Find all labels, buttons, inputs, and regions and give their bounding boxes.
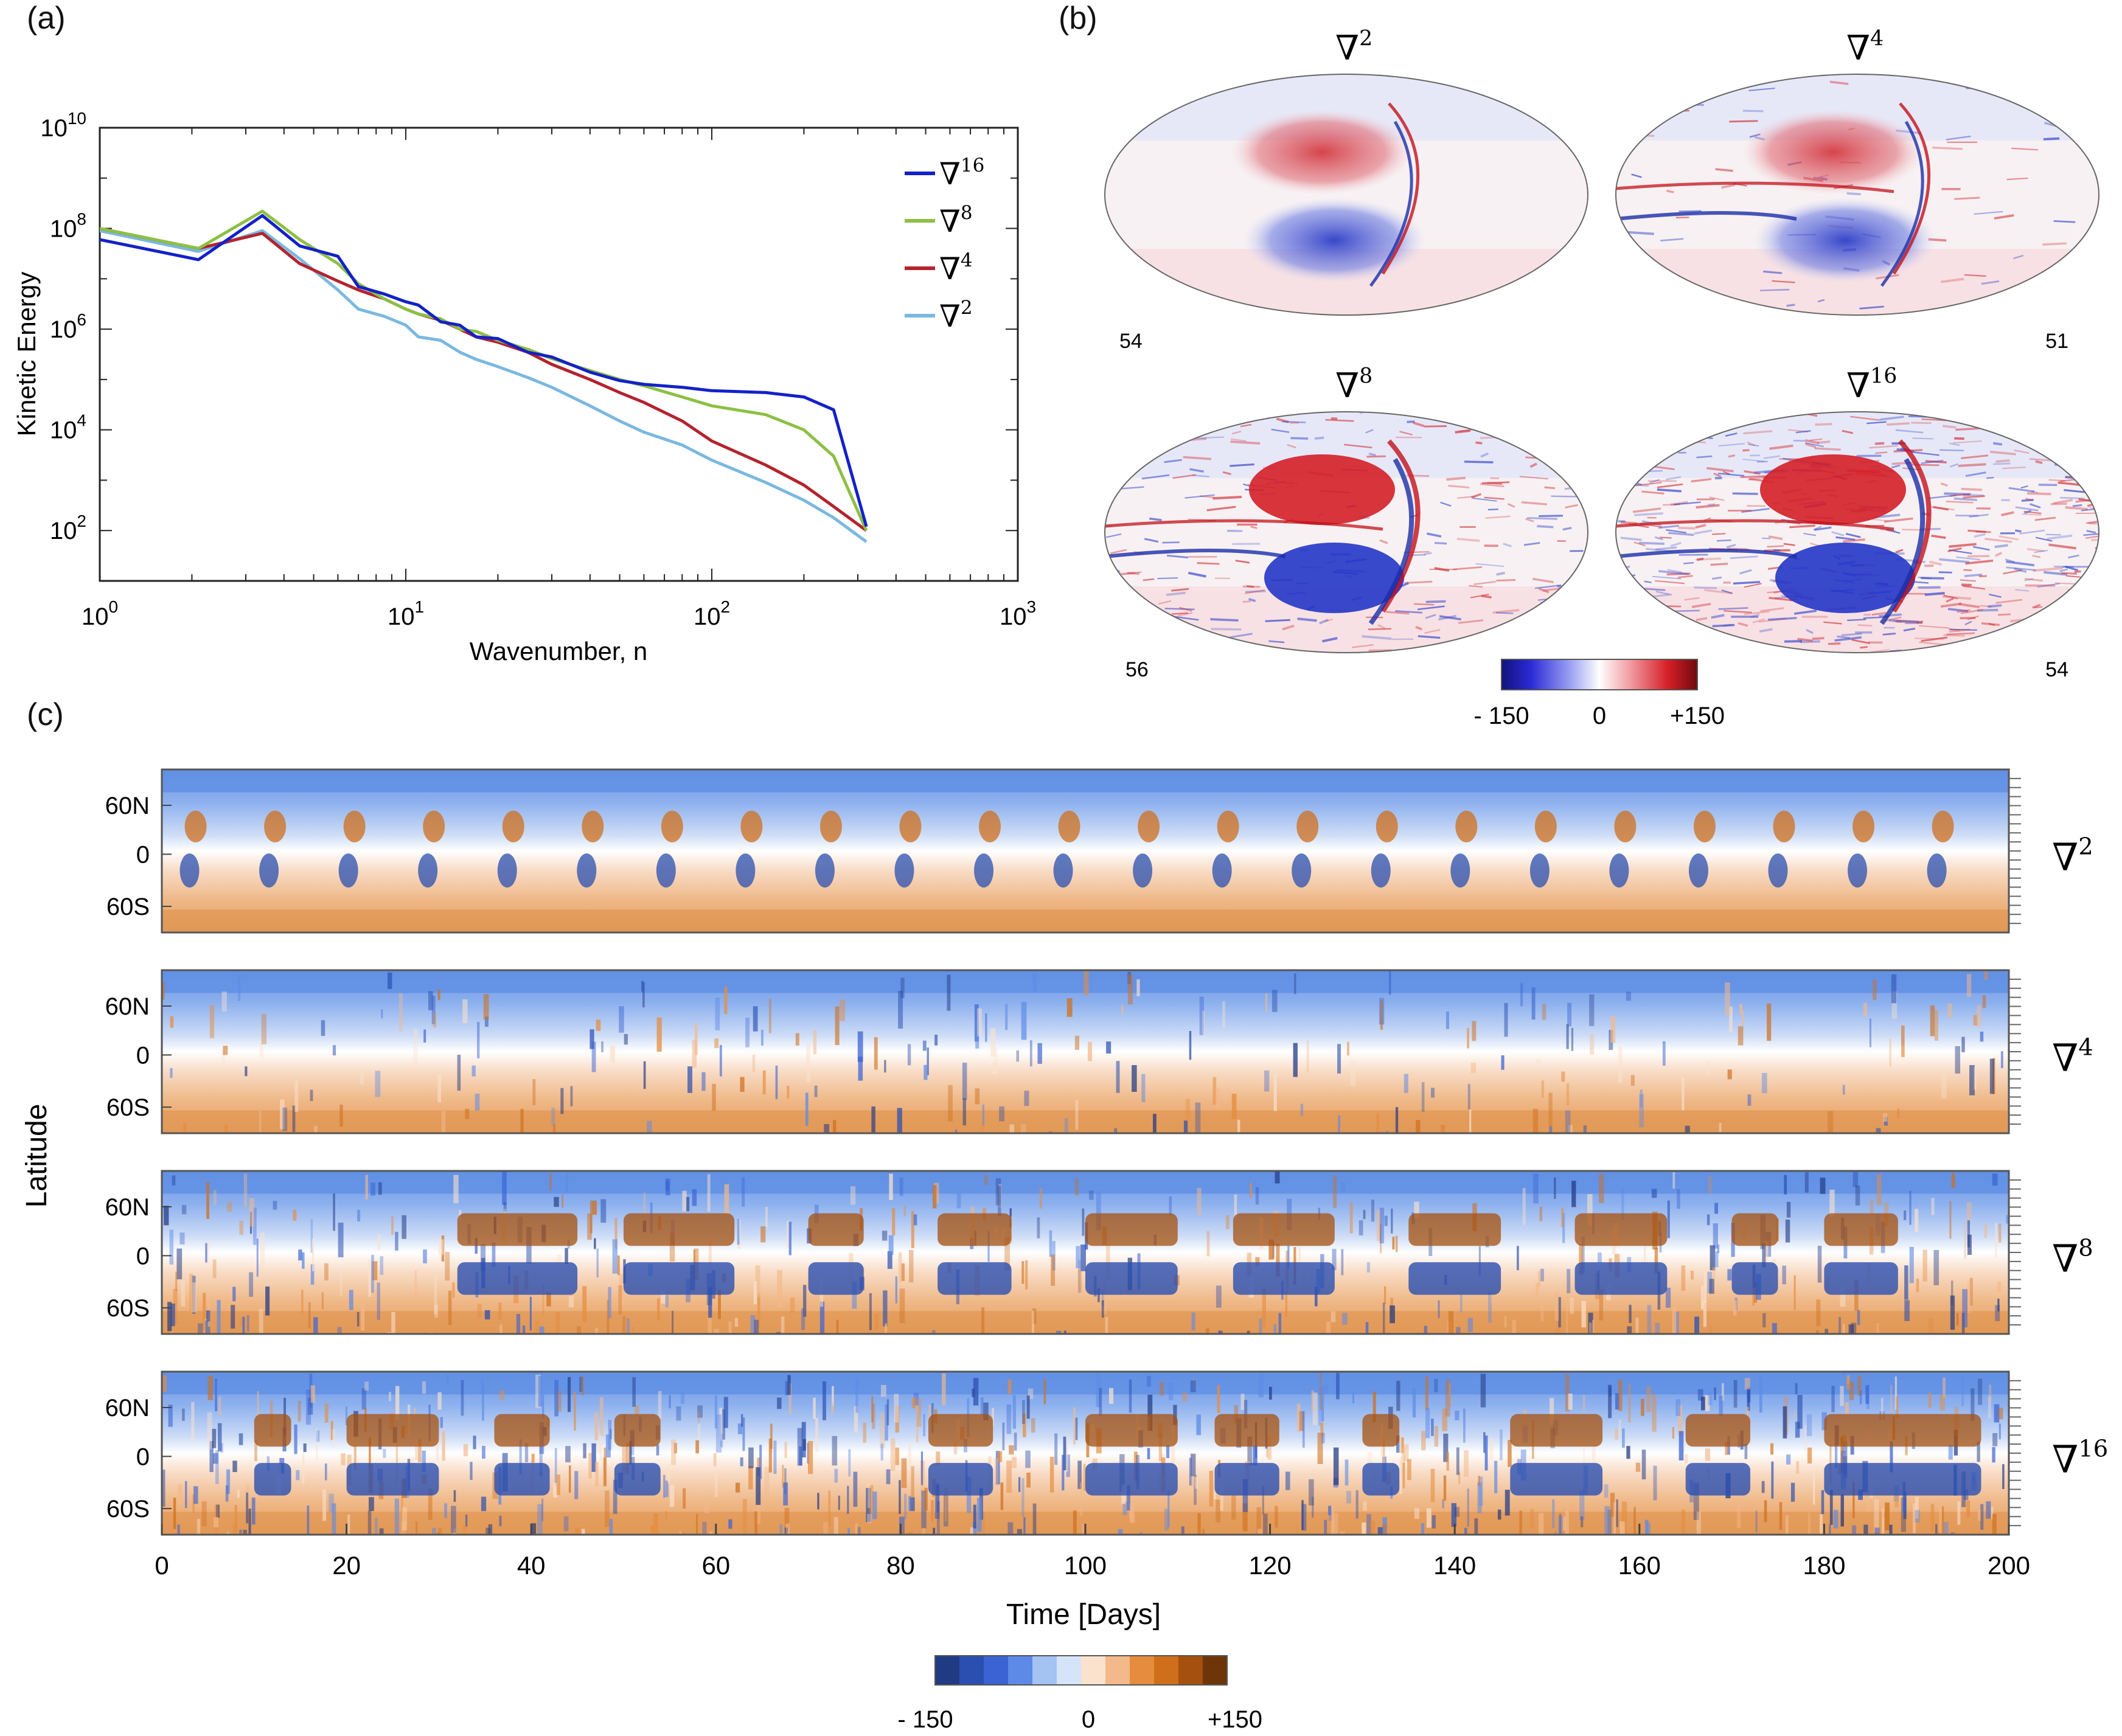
series-line-4	[100, 227, 868, 532]
lat-tick-label: 0	[136, 1042, 150, 1069]
series-line-8	[100, 209, 868, 532]
lat-tick-label: 0	[136, 1243, 150, 1269]
time-tick-label: 160	[1618, 1551, 1661, 1580]
series-line-2	[100, 229, 868, 543]
y-tick-label: 102	[50, 512, 86, 544]
legend-label-16: ∇16	[939, 155, 984, 192]
spectrum-plot-frame	[99, 127, 1019, 582]
x-tick-label: 103	[1000, 597, 1036, 630]
map-number: 54	[1119, 330, 1143, 353]
hovmoller-colorbar-min: - 150	[897, 1706, 953, 1733]
colorbar-swatch	[935, 1656, 959, 1685]
spectrum-ylabel: Kinetic Energy	[12, 272, 41, 437]
time-tick-label: 20	[332, 1551, 361, 1580]
spectrum-legend: ∇16 ∇8 ∇4 ∇2	[905, 155, 984, 334]
spectrum-tick-labels: 100 101 102 103 102 104 106 108 1010	[40, 109, 1036, 630]
map-title-4: ∇4	[1846, 26, 1884, 68]
map-title-8: ∇8	[1335, 364, 1372, 406]
panel-label-b: (b)	[1059, 1, 1098, 36]
x-tick-label: 101	[388, 597, 424, 630]
colorbar-swatch	[1154, 1656, 1178, 1685]
colorbar-swatch	[984, 1656, 1008, 1685]
hovmoller-colorbar-mid: 0	[1082, 1706, 1095, 1733]
y-tick-label: 108	[50, 210, 86, 243]
vorticity-map-4	[1615, 74, 2099, 316]
time-tick-label: 60	[701, 1551, 730, 1580]
vorticity-map-16	[1615, 411, 2099, 653]
y-tick-label: 1010	[40, 109, 86, 142]
lat-tick-label: 0	[136, 841, 150, 868]
hovmoller-strip-2	[161, 768, 2010, 934]
vorticity-colorbar-max: +150	[1670, 703, 1725, 729]
colorbar-swatch	[1008, 1656, 1032, 1685]
colorbar-swatch	[959, 1656, 984, 1685]
hovmoller-strip-16	[161, 1370, 2010, 1536]
series-line-16	[100, 214, 868, 527]
time-tick-label: 140	[1433, 1551, 1476, 1580]
hovmoller-xlabel: Time [Days]	[1006, 1599, 1161, 1631]
hovmoller-row-label-4: ∇4	[2052, 1033, 2093, 1080]
time-tick-label: 80	[886, 1551, 915, 1580]
colorbar-swatch	[1105, 1656, 1130, 1685]
colorbar-swatch	[1081, 1656, 1105, 1685]
x-tick-label: 102	[694, 597, 730, 630]
x-tick-label: 100	[82, 597, 118, 630]
vorticity-map-2	[1104, 74, 1588, 316]
time-tick-label: 180	[1803, 1551, 1845, 1580]
panel-label-a: (a)	[27, 1, 66, 36]
spectrum-lines	[100, 209, 868, 543]
map-title-16: ∇16	[1846, 364, 1897, 406]
map-number: 51	[2045, 330, 2068, 353]
hovmoller-row-label-8: ∇8	[2052, 1234, 2093, 1280]
y-tick-label: 104	[50, 411, 86, 444]
colorbar-swatch	[1203, 1656, 1227, 1685]
legend-label-2: ∇2	[939, 297, 973, 334]
lat-tick-label: 0	[136, 1443, 150, 1470]
vorticity-map-8	[1104, 411, 1588, 653]
lat-tick-label: 60S	[106, 894, 150, 920]
lat-tick-label: 60S	[106, 1094, 150, 1121]
time-tick-label: 200	[1988, 1551, 2030, 1580]
legend-label-4: ∇4	[939, 249, 973, 286]
lat-tick-label: 60N	[105, 793, 150, 819]
time-tick-label: 40	[517, 1551, 546, 1580]
colorbar-swatch	[1130, 1656, 1154, 1685]
vorticity-colorbar-mid: 0	[1593, 703, 1606, 729]
vorticity-colorbar	[1501, 659, 1698, 690]
lat-tick-label: 60N	[105, 1395, 150, 1422]
map-number: 54	[2045, 658, 2068, 681]
colorbar-swatch	[1032, 1656, 1057, 1685]
time-tick-label: 100	[1064, 1551, 1107, 1580]
hovmoller-row-label-2: ∇2	[2052, 833, 2093, 879]
lat-tick-label: 60N	[105, 1194, 150, 1221]
hovmoller-colorbar-max: +150	[1208, 1706, 1262, 1733]
hovmoller-ylabel: Latitude	[21, 1104, 53, 1208]
colorbar-swatch	[1057, 1656, 1081, 1685]
panel-label-c: (c)	[27, 697, 64, 732]
spectrum-xlabel: Wavenumber, n	[470, 637, 648, 665]
hovmoller-strip-8	[161, 1170, 2010, 1335]
legend-label-8: ∇8	[939, 202, 973, 239]
time-tick-label: 120	[1249, 1551, 1292, 1580]
hovmoller-colorbar	[934, 1655, 1228, 1686]
colorbar-swatch	[1178, 1656, 1203, 1685]
lat-tick-label: 60N	[105, 993, 150, 1020]
vorticity-colorbar-min: - 150	[1473, 703, 1529, 729]
map-title-2: ∇2	[1335, 26, 1372, 68]
lat-tick-label: 60S	[106, 1496, 150, 1522]
time-tick-label: 0	[155, 1551, 169, 1580]
y-tick-label: 106	[50, 310, 86, 343]
hovmoller-row-label-16: ∇16	[2052, 1435, 2108, 1481]
spectrum-ticks	[99, 128, 1018, 582]
map-number: 56	[1125, 658, 1149, 681]
hovmoller-strip-4	[161, 969, 2010, 1134]
lat-tick-label: 60S	[106, 1295, 150, 1322]
